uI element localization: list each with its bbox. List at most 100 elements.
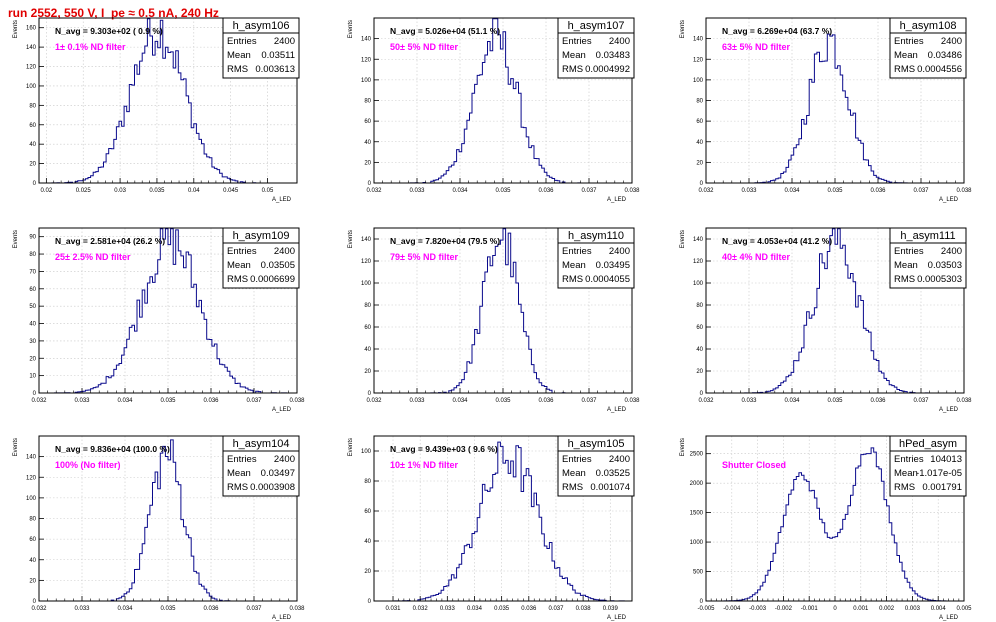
stats-key: Mean	[562, 260, 586, 271]
x-tick-label: 0.032	[31, 398, 47, 404]
stats-key: Entries	[562, 246, 592, 257]
x-tick-label: 0.037	[913, 398, 929, 404]
navg-label: N_avg = 6.269e+04 (63.7 %)	[722, 26, 832, 36]
x-tick-label: 0.032	[366, 188, 382, 194]
x-axis-title: A_LED	[607, 615, 627, 621]
x-tick-label: 0.035	[827, 398, 843, 404]
stats-key: Entries	[562, 36, 592, 47]
y-tick-label: 60	[29, 287, 36, 293]
x-tick-label: 0.034	[452, 188, 468, 194]
navg-label: N_avg = 9.836e+04 (100.0 %)	[55, 444, 170, 454]
navg-label: N_avg = 4.053e+04 (41.2 %)	[722, 236, 832, 246]
stats-key: Mean	[227, 260, 251, 271]
stats-box	[889, 17, 967, 79]
y-tick-label: 80	[364, 99, 371, 105]
stats-value: 2400	[274, 246, 295, 257]
filter-annotation: 40± 4% ND filter	[722, 252, 790, 262]
y-tick-label: 100	[26, 84, 37, 90]
stats-value: 0.0003908	[250, 482, 295, 493]
y-tick-label: 80	[696, 303, 703, 309]
y-tick-label: 0	[700, 181, 704, 187]
y-tick-label: 80	[696, 99, 703, 105]
stats-value: 2400	[274, 36, 295, 47]
y-axis-title: Events	[680, 438, 686, 456]
x-tick-label: 0.038	[956, 398, 972, 404]
stats-key: RMS	[562, 274, 583, 285]
x-tick-label: 0.033	[440, 606, 456, 612]
histogram-name: h_asym104	[233, 438, 290, 450]
stats-value: 0.0004055	[585, 274, 630, 285]
histogram-line	[39, 228, 297, 394]
histogram-name: h_asym105	[568, 438, 625, 450]
navg-label: N_avg = 9.303e+02 ( 0.9 %)	[55, 26, 163, 36]
filter-annotation: 79± 5% ND filter	[390, 252, 458, 262]
histogram-name: h_asym106	[233, 20, 290, 32]
histogram-line	[706, 447, 964, 602]
y-tick-label: 60	[29, 123, 36, 129]
stats-key: Mean	[894, 50, 918, 61]
stats-value: 2400	[609, 246, 630, 257]
x-tick-label: 0.034	[784, 188, 800, 194]
x-tick-label: 0.033	[74, 606, 90, 612]
y-tick-label: 60	[364, 119, 371, 125]
stats-key: Mean	[562, 468, 586, 479]
y-tick-label: 80	[29, 103, 36, 109]
x-tick-label: 0.035	[149, 188, 165, 194]
x-tick-label: 0.038	[624, 188, 640, 194]
stats-value: 0.03486	[928, 50, 962, 61]
y-tick-label: 20	[364, 369, 371, 375]
x-tick-label: 0.04	[188, 188, 200, 194]
histogram-panel-h_asym105: 0.031 0.032 0.033 0.034 0.035 0.036 0.037 0.038…	[348, 435, 635, 621]
histogram-name: h_asym107	[568, 20, 625, 32]
histogram-name: h_asym110	[568, 230, 624, 242]
x-tick-label: 0.035	[495, 188, 511, 194]
histogram-line	[39, 18, 297, 184]
stats-key: Mean	[894, 260, 918, 271]
y-tick-label: 20	[364, 569, 371, 575]
x-tick-label: 0.001	[853, 606, 869, 612]
stats-value: 0.0006699	[250, 274, 295, 285]
stats-value: 0.001791	[922, 482, 962, 493]
stats-key: Entries	[894, 36, 924, 47]
histogram-panel-h_asym108: 0.032 0.033 0.034 0.035 0.036 0.037 0.038 0 20 40…	[680, 17, 972, 203]
x-tick-label: 0.036	[870, 398, 886, 404]
histogram-panel-h_asym107: 0.032 0.033 0.034 0.035 0.036 0.037 0.038 0 20 40…	[348, 17, 640, 203]
stats-key: Entries	[227, 454, 257, 465]
y-tick-label: 50	[29, 304, 36, 310]
stats-value: 0.003613	[255, 64, 295, 75]
x-tick-label: 0.003	[905, 606, 921, 612]
stats-value: 2400	[609, 36, 630, 47]
y-tick-label: 60	[29, 537, 36, 543]
histogram-line	[374, 441, 632, 602]
y-tick-label: 0	[368, 391, 372, 397]
x-tick-label: -0.003	[749, 606, 767, 612]
x-tick-label: 0.005	[956, 606, 972, 612]
y-tick-label: 20	[29, 578, 36, 584]
stats-key: RMS	[227, 482, 248, 493]
stats-key: RMS	[227, 274, 248, 285]
y-tick-label: 160	[26, 26, 37, 32]
x-tick-label: 0.037	[548, 606, 564, 612]
y-axis-title: Events	[13, 20, 19, 38]
y-tick-label: 140	[26, 455, 37, 461]
x-axis-title: A_LED	[939, 407, 959, 413]
y-tick-label: 0	[368, 599, 372, 605]
x-tick-label: 0.036	[538, 398, 554, 404]
stats-value: 0.03497	[261, 468, 295, 479]
x-tick-label: 0.035	[494, 606, 510, 612]
plot-frame	[38, 17, 298, 184]
histogram-name: h_asym111	[900, 230, 955, 242]
y-tick-label: 100	[26, 496, 37, 502]
stats-key: Mean	[227, 468, 251, 479]
y-tick-label: 100	[361, 449, 372, 455]
y-tick-label: 100	[693, 78, 704, 84]
y-tick-label: 10	[29, 374, 36, 380]
y-tick-label: 90	[29, 235, 36, 241]
x-tick-label: 0.036	[203, 606, 219, 612]
stats-value: 0.0004992	[585, 64, 630, 75]
x-tick-label: 0.032	[698, 398, 714, 404]
stats-key: RMS	[562, 64, 583, 75]
stats-key: Mean	[894, 468, 918, 479]
y-tick-label: 2500	[690, 452, 704, 458]
x-tick-label: 0.034	[784, 398, 800, 404]
